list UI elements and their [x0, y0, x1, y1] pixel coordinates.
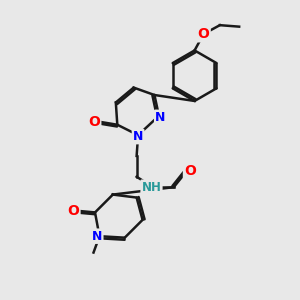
Text: N: N	[155, 111, 166, 124]
Text: O: O	[184, 164, 196, 178]
Text: N: N	[92, 230, 102, 243]
Text: O: O	[198, 27, 209, 41]
Text: O: O	[88, 115, 100, 129]
Text: O: O	[68, 204, 79, 218]
Text: N: N	[133, 130, 143, 143]
Text: NH: NH	[142, 181, 161, 194]
